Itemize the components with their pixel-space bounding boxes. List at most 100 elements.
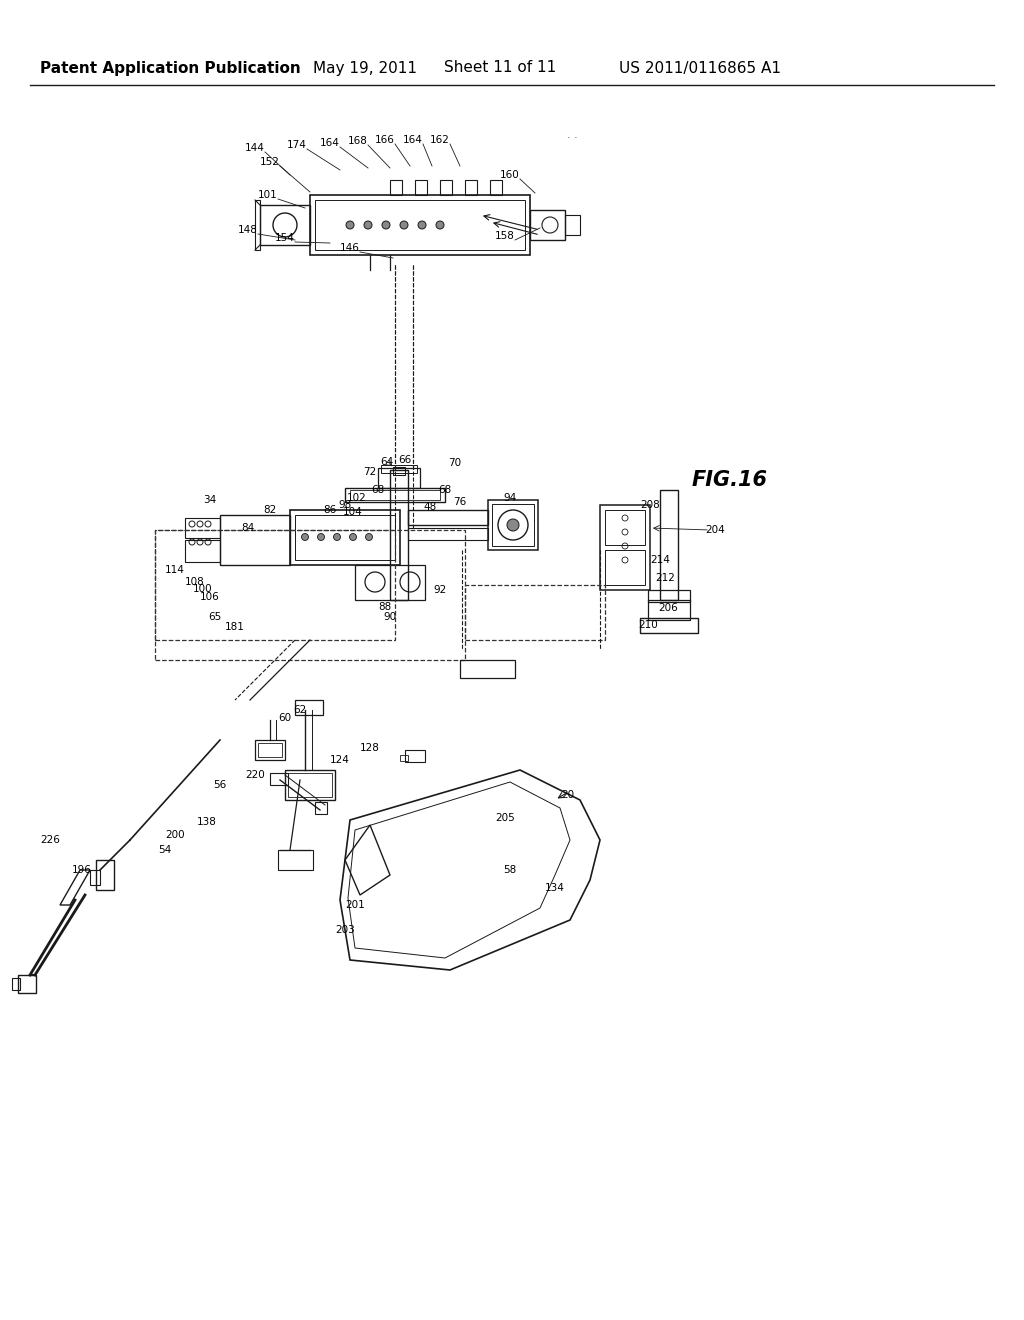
- Text: 62: 62: [293, 705, 306, 715]
- Text: 212: 212: [655, 573, 675, 583]
- Text: 214: 214: [650, 554, 670, 565]
- Bar: [220, 515, 290, 565]
- Bar: [390, 470, 408, 601]
- Text: 76: 76: [454, 498, 467, 507]
- Text: 68: 68: [372, 484, 385, 495]
- Bar: [440, 180, 452, 195]
- Bar: [278, 850, 313, 870]
- Bar: [490, 180, 502, 195]
- Text: 70: 70: [449, 458, 462, 469]
- Text: 88: 88: [379, 602, 391, 612]
- Text: 82: 82: [263, 506, 276, 515]
- Text: 181: 181: [225, 622, 245, 632]
- Bar: [355, 565, 425, 601]
- Bar: [381, 465, 417, 473]
- Text: 100: 100: [194, 583, 213, 594]
- Bar: [415, 180, 427, 195]
- Bar: [600, 506, 650, 590]
- Circle shape: [317, 533, 325, 540]
- Text: · ·: · ·: [566, 133, 578, 143]
- Bar: [378, 469, 420, 488]
- Text: 54: 54: [159, 845, 172, 855]
- Text: 166: 166: [375, 135, 395, 145]
- Text: 128: 128: [360, 743, 380, 752]
- Text: 102: 102: [347, 492, 367, 503]
- Bar: [155, 531, 465, 660]
- Bar: [315, 201, 525, 249]
- Text: 65: 65: [208, 612, 221, 622]
- Bar: [492, 504, 534, 546]
- Bar: [648, 601, 690, 620]
- Text: Patent Application Publication: Patent Application Publication: [40, 61, 300, 75]
- Bar: [288, 774, 332, 797]
- Text: May 19, 2011: May 19, 2011: [313, 61, 417, 75]
- Bar: [295, 515, 395, 560]
- Bar: [408, 528, 488, 540]
- Text: 106: 106: [200, 591, 220, 602]
- Bar: [400, 755, 408, 762]
- Bar: [185, 540, 220, 562]
- Text: 226: 226: [40, 836, 60, 845]
- Bar: [90, 870, 100, 884]
- Circle shape: [436, 220, 444, 228]
- Bar: [406, 750, 425, 762]
- Circle shape: [346, 220, 354, 228]
- Bar: [660, 490, 678, 601]
- Text: 98: 98: [338, 500, 351, 510]
- Bar: [465, 180, 477, 195]
- Text: 206: 206: [658, 603, 678, 612]
- Text: 196: 196: [72, 865, 92, 875]
- Text: 72: 72: [364, 467, 377, 477]
- Text: 84: 84: [242, 523, 255, 533]
- Text: 68: 68: [438, 484, 452, 495]
- Circle shape: [334, 533, 341, 540]
- Bar: [648, 590, 690, 602]
- Circle shape: [364, 220, 372, 228]
- Bar: [285, 770, 335, 800]
- Text: 146: 146: [340, 243, 360, 253]
- Text: 108: 108: [185, 577, 205, 587]
- Bar: [270, 774, 288, 785]
- Bar: [465, 585, 605, 640]
- Bar: [185, 517, 220, 539]
- Text: 148: 148: [238, 224, 258, 235]
- Bar: [155, 531, 395, 640]
- Bar: [290, 510, 400, 565]
- Circle shape: [366, 533, 373, 540]
- Text: 162: 162: [430, 135, 450, 145]
- Bar: [605, 510, 645, 545]
- Bar: [460, 660, 515, 678]
- Text: 201: 201: [345, 900, 365, 909]
- Text: 34: 34: [204, 495, 217, 506]
- Text: 104: 104: [343, 507, 362, 517]
- Bar: [565, 215, 580, 235]
- Circle shape: [382, 220, 390, 228]
- Bar: [350, 490, 440, 500]
- Text: 114: 114: [165, 565, 185, 576]
- Text: 94: 94: [504, 492, 517, 503]
- Circle shape: [301, 533, 308, 540]
- Text: 60: 60: [279, 713, 292, 723]
- Text: 203: 203: [335, 925, 355, 935]
- Bar: [640, 618, 698, 634]
- Bar: [408, 510, 488, 525]
- Text: 164: 164: [321, 139, 340, 148]
- Bar: [310, 195, 530, 255]
- Text: 58: 58: [504, 865, 517, 875]
- Bar: [390, 180, 402, 195]
- Circle shape: [418, 220, 426, 228]
- Text: 64: 64: [380, 457, 393, 467]
- Bar: [260, 205, 310, 246]
- Text: 144: 144: [245, 143, 265, 153]
- Bar: [18, 975, 36, 993]
- Text: 158: 158: [495, 231, 515, 242]
- Bar: [258, 743, 282, 756]
- Text: 20: 20: [561, 789, 574, 800]
- Bar: [605, 550, 645, 585]
- Bar: [12, 978, 20, 990]
- Text: 160: 160: [500, 170, 520, 180]
- Text: 204: 204: [706, 525, 725, 535]
- Bar: [345, 488, 445, 502]
- Text: 66: 66: [398, 455, 412, 465]
- Bar: [530, 210, 565, 240]
